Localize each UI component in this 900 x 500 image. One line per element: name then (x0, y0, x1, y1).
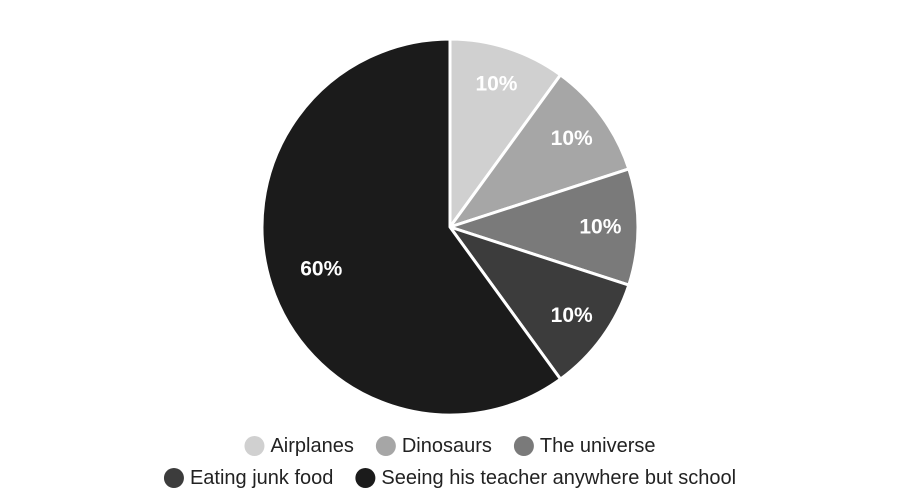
legend-marker (163, 468, 184, 488)
legend-item-seeing-his-teacher-anywhere-but-school: Seeing his teacher anywhere but school (355, 467, 736, 489)
legend-row: Airplanes Dinosaurs The universe (244, 435, 656, 457)
slice-value-label-the-universe: 10% (579, 216, 621, 239)
legend-label: Seeing his teacher anywhere but school (381, 467, 736, 489)
slice-value-label-dinosaurs: 10% (551, 127, 593, 150)
pie-slices (260, 37, 640, 417)
pie-slice-the-universe (448, 167, 640, 287)
slice-value-label-seeing-his-teacher-anywhere-but-school: 60% (300, 257, 342, 280)
pie-slice-labels: 10% 10% 10% 10% 60% (300, 72, 621, 326)
legend-item-eating-junk-food: Eating junk food (163, 467, 333, 489)
pie-slice-seeing-his-teacher-anywhere-but-school (260, 37, 563, 417)
pie-slice-dinosaurs (448, 73, 631, 229)
legend-marker (513, 436, 534, 456)
legend-label: Eating junk food (190, 467, 333, 489)
legend-item-airplanes: Airplanes (244, 435, 354, 457)
slice-value-label-eating-junk-food: 10% (551, 304, 593, 327)
pie-slice-airplanes (448, 37, 563, 229)
legend-marker (355, 468, 376, 488)
legend-label: Dinosaurs (402, 435, 492, 457)
legend-marker (244, 436, 265, 456)
legend-marker (375, 436, 396, 456)
legend-item-dinosaurs: Dinosaurs (375, 435, 492, 457)
legend-label: The universe (540, 435, 656, 457)
chart-legend: Airplanes Dinosaurs The universe Eating jun… (163, 435, 736, 489)
legend-label: Airplanes (270, 435, 353, 457)
legend-row: Eating junk food Seeing his teacher anywh… (163, 467, 736, 489)
legend-item-the-universe: The universe (513, 435, 656, 457)
slice-value-label-airplanes: 10% (475, 72, 517, 95)
pie-slice-eating-junk-food (448, 225, 631, 381)
